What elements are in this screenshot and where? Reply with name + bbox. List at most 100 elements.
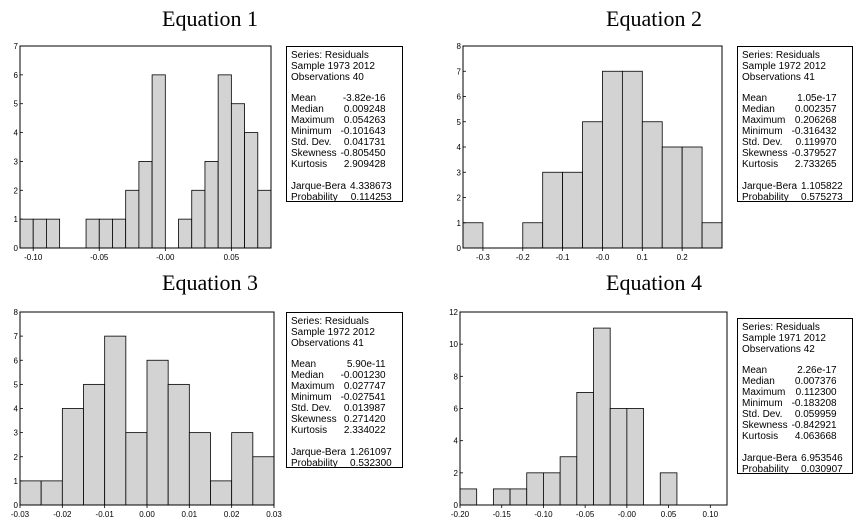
stats-sample: Sample 1971 2012	[742, 333, 826, 344]
histogram-equation-1: 0 1 2 3 4 5 6 7 -0.10 -0.05 -0.00 0.05	[14, 42, 272, 262]
x-tick-label: -0.2	[516, 253, 530, 262]
histogram-bar	[19, 480, 42, 506]
histogram-bar	[257, 189, 272, 249]
histogram-bar	[543, 472, 561, 506]
stat-value: 0.027747	[343, 381, 386, 392]
x-tick-label: 0.01	[182, 510, 198, 519]
histogram-bar	[459, 488, 478, 506]
stat-label: Probability	[291, 458, 338, 469]
stats-series: Series: Residuals	[742, 322, 820, 333]
y-tick-label: 2	[14, 453, 19, 462]
y-tick-label: 0	[454, 501, 459, 510]
stat-value: 2.733265	[794, 159, 837, 170]
stat-value: -0.379527	[791, 148, 837, 159]
stat-label: Jarque-Bera	[742, 453, 798, 464]
stats-observations: Observations 40	[291, 72, 364, 83]
stat-label: Std. Dev.	[291, 137, 332, 148]
histogram-bar	[701, 222, 723, 249]
stats-sample: Sample 1973 2012	[291, 61, 375, 72]
x-tick-label: 0.00	[139, 510, 155, 519]
stat-value: -0.183208	[791, 398, 837, 409]
stats-series: Series: Residuals	[291, 50, 369, 61]
stat-value: 0.007376	[794, 376, 837, 387]
y-tick-label: 3	[14, 157, 19, 166]
histogram-bar	[621, 70, 643, 249]
x-tick-label: -0.3	[476, 253, 490, 262]
stat-label: Median	[742, 376, 775, 387]
jarque-bera-table: Jarque-Bera 1.261097 Probability 0.532300	[291, 447, 392, 469]
histogram-bar	[542, 171, 564, 249]
histogram-bar	[46, 218, 61, 249]
stat-label: Std. Dev.	[742, 137, 783, 148]
stats-series: Series: Residuals	[742, 50, 820, 61]
chart-title-4: Equation 4	[606, 270, 702, 295]
stat-value: 0.009248	[343, 104, 386, 115]
histogram-bar	[138, 161, 153, 249]
stats-observations: Observations 42	[742, 344, 815, 355]
stat-label: Maximum	[291, 381, 335, 392]
y-tick-label: 6	[14, 356, 19, 365]
x-tick-label: 0.05	[661, 510, 677, 519]
x-tick-label: -0.0	[596, 253, 610, 262]
y-tick-label: 2	[454, 469, 459, 478]
jarque-bera-table: Jarque-Bera 6.953546 Probability 0.030907	[742, 453, 843, 475]
histogram-bar	[104, 335, 127, 506]
x-tick-label: -0.1	[556, 253, 570, 262]
histogram-bar	[626, 408, 644, 506]
stats-observations: Observations 41	[291, 338, 364, 349]
y-tick-label: 0	[14, 501, 19, 510]
x-tick-label: -0.15	[493, 510, 512, 519]
stat-value: 2.26e-17	[797, 365, 837, 376]
stats-box-1: Series: Residuals Sample 1973 2012 Obser…	[286, 46, 403, 203]
stat-value: 1.05e-17	[797, 93, 837, 104]
stat-label: Median	[291, 370, 324, 381]
histogram-bar	[167, 383, 190, 506]
stat-value: -0.101643	[340, 126, 386, 137]
stat-value: 1.105822	[801, 181, 843, 192]
stat-value: 2.909428	[343, 159, 386, 170]
y-tick-label: 8	[14, 308, 19, 317]
histogram-bar	[217, 74, 232, 249]
stats-table: Mean 1.05e-17 Median 0.002357 Maximum 0.206…	[742, 93, 837, 170]
x-tick-label: -0.20	[451, 510, 470, 519]
histogram-bar	[40, 480, 63, 506]
y-tick-label: 5	[14, 100, 19, 109]
y-tick-label: 10	[449, 340, 458, 349]
stat-label: Jarque-Bera	[742, 181, 798, 192]
y-tick-label: 3	[457, 168, 462, 177]
histogram-equation-4: 0 2 4 6 8 10 12 -0.20 -0.15 -0.10 -0.05 -0.00 0.05 0.…	[449, 308, 728, 519]
stat-value: 0.206268	[794, 115, 837, 126]
y-tick-label: 2	[14, 186, 19, 195]
y-tick-label: 0	[14, 244, 19, 253]
histogram-bar	[593, 327, 611, 506]
chart-title-2: Equation 2	[606, 6, 702, 31]
y-tick-label: 1	[14, 215, 19, 224]
stat-label: Jarque-Bera	[291, 447, 347, 458]
stats-series: Series: Residuals	[291, 316, 369, 327]
stats-table: Mean -3.82e-16 Median 0.009248 Maximum 0.05…	[291, 93, 386, 170]
stats-table: Mean 5.90e-11 Median -0.001230 Maximum 0.02…	[291, 359, 386, 436]
histogram-bar	[522, 222, 544, 249]
stat-label: Maximum	[291, 115, 335, 126]
histogram-bar	[19, 218, 34, 249]
stat-label: Kurtosis	[291, 425, 328, 436]
stat-value: 0.532300	[350, 458, 392, 469]
y-tick-label: 2	[457, 194, 462, 203]
stat-value: 0.030907	[801, 464, 843, 475]
x-tick-label: -0.10	[24, 253, 43, 262]
stats-sample: Sample 1972 2012	[742, 61, 826, 72]
histogram-bar	[191, 189, 206, 249]
stat-label: Kurtosis	[742, 431, 779, 442]
stat-value: 6.953546	[801, 453, 843, 464]
y-tick-label: 7	[14, 332, 19, 341]
y-tick-label: 4	[457, 143, 462, 152]
histogram-bar	[582, 121, 603, 249]
x-tick-label: 0.1	[637, 253, 649, 262]
stat-label: Mean	[742, 365, 768, 376]
stat-label: Maximum	[742, 115, 786, 126]
jarque-bera-table: Jarque-Bera 1.105822 Probability 0.575273	[742, 181, 843, 203]
stat-value: 0.112300	[795, 387, 837, 398]
stats-table: Mean 2.26e-17 Median 0.007376 Maximum 0.112…	[742, 365, 837, 442]
histogram-bar	[602, 70, 623, 249]
histogram-bar	[244, 132, 259, 249]
